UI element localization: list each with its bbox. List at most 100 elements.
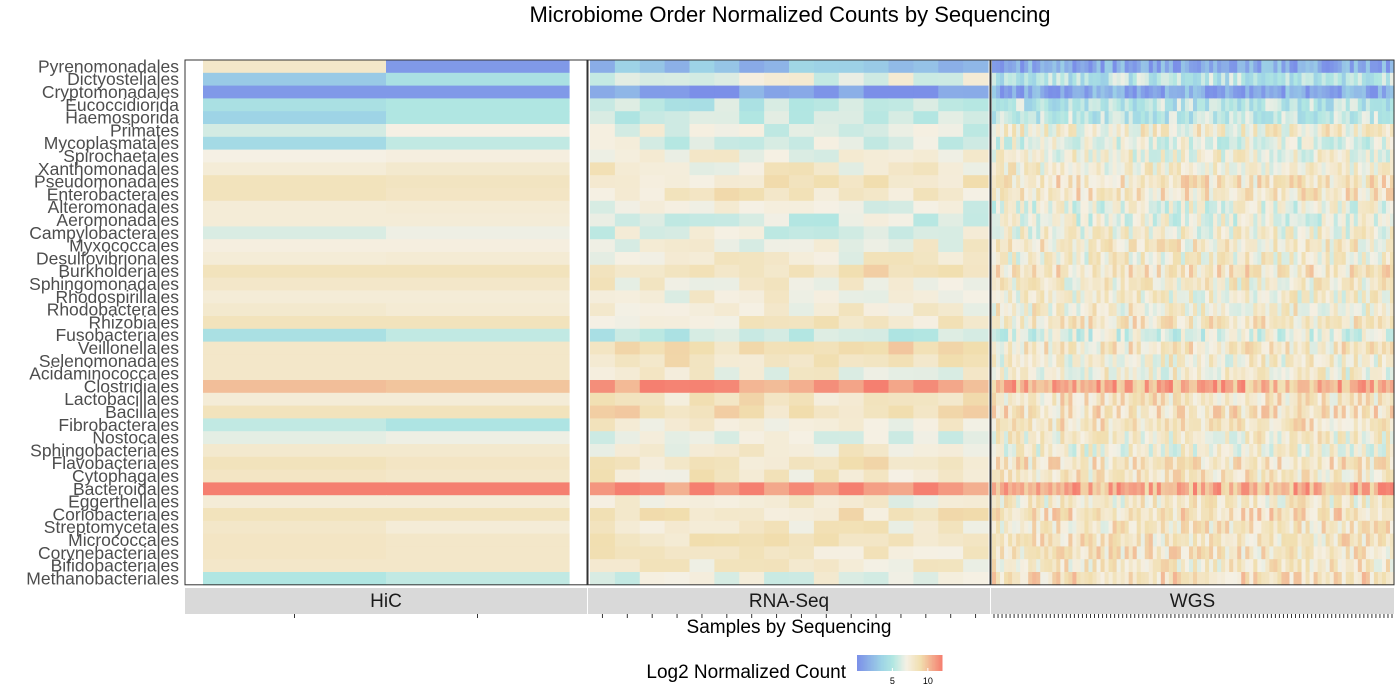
heatmap-cell (996, 316, 1001, 330)
heatmap-cell (1080, 341, 1086, 355)
heatmap-cell (1068, 546, 1073, 560)
heatmap-cell (963, 149, 989, 163)
heatmap-cell (1128, 226, 1134, 240)
heatmap-cell (1233, 405, 1238, 419)
heatmap-cell (1209, 290, 1214, 304)
heatmap-cell (1289, 72, 1295, 86)
heatmap-cell (1108, 316, 1114, 330)
heatmap-cell (1289, 316, 1295, 330)
heatmap-cell (1193, 85, 1198, 99)
heatmap-cell (1293, 277, 1299, 291)
heatmap-cell (1040, 303, 1045, 317)
heatmap-cell (1209, 418, 1214, 432)
heatmap-cell (1132, 559, 1138, 573)
heatmap-cell (1269, 85, 1274, 99)
heatmap-cell (1048, 111, 1053, 125)
heatmap-cell (1040, 188, 1045, 202)
heatmap-cell (1088, 328, 1094, 342)
heatmap-cell (1184, 495, 1190, 509)
heatmap-cell (1369, 111, 1375, 125)
heatmap-cell (1184, 111, 1190, 125)
heatmap-cell (1112, 175, 1118, 189)
heatmap-cell (1044, 239, 1049, 253)
heatmap-cell (1036, 533, 1041, 547)
heatmap-cell (590, 520, 616, 534)
heatmap-cell (1104, 418, 1110, 432)
heatmap-cell (1229, 124, 1234, 138)
heatmap-cell (1004, 239, 1009, 253)
heatmap-cell (838, 495, 865, 509)
heatmap-cell (1136, 482, 1142, 496)
heatmap-cell (1048, 533, 1053, 547)
heatmap-cell (1072, 482, 1078, 496)
heatmap-cell (614, 111, 641, 125)
heatmap-cell (1381, 559, 1387, 573)
heatmap-cell (1032, 367, 1037, 381)
heatmap-cell (1361, 520, 1367, 534)
heatmap-cell (1305, 367, 1311, 381)
heatmap-cell (1261, 290, 1266, 304)
heatmap-cell (1257, 495, 1262, 509)
heatmap-cell (714, 175, 740, 189)
heatmap-cell (1265, 367, 1270, 381)
heatmap-cell (838, 277, 865, 291)
heatmap-cell (1265, 546, 1270, 560)
heatmap-cell (1233, 277, 1238, 291)
heatmap-cell (1365, 405, 1371, 419)
heatmap-cell (1361, 341, 1367, 355)
heatmap-cell (1028, 405, 1033, 419)
heatmap-cell (1317, 188, 1323, 202)
heatmap-cell (1056, 252, 1061, 266)
heatmap-cell (1241, 508, 1246, 522)
heatmap-cell (1120, 328, 1126, 342)
heatmap-cell (888, 354, 914, 368)
heatmap-cell (1180, 239, 1186, 253)
heatmap-cell (1385, 85, 1391, 99)
heatmap-cell (664, 508, 691, 522)
heatmap-cell (1381, 392, 1387, 406)
heatmap-cell (1241, 277, 1246, 291)
heatmap-cell (1044, 290, 1049, 304)
heatmap-cell (1193, 392, 1198, 406)
heatmap-cell (1020, 520, 1025, 534)
heatmap-cell (1237, 200, 1242, 214)
heatmap-cell (1008, 188, 1013, 202)
heatmap-cell (1237, 85, 1242, 99)
heatmap-cell (1148, 316, 1154, 330)
heatmap-cell (1132, 252, 1138, 266)
heatmap-cell (838, 367, 865, 381)
heatmap-cell (1349, 444, 1355, 458)
heatmap-cell (1225, 303, 1230, 317)
heatmap-cell (1188, 380, 1194, 394)
heatmap-cell (1016, 264, 1021, 278)
heatmap-cell (1365, 124, 1371, 138)
heatmap-cell (1193, 559, 1198, 573)
heatmap-cell (1180, 380, 1186, 394)
heatmap-cell (938, 200, 964, 214)
heatmap-cell (1337, 252, 1343, 266)
heatmap-cell (1128, 444, 1134, 458)
heatmap-cell (1144, 444, 1150, 458)
heatmap-cell (1193, 469, 1198, 483)
heatmap-cell (714, 124, 740, 138)
heatmap-cell (1104, 290, 1110, 304)
heatmap-cell (1000, 277, 1005, 291)
heatmap-cell (1028, 520, 1033, 534)
row-label: Sphingomonadales (29, 274, 179, 294)
panel-border (990, 59, 1395, 586)
heatmap-cell (1225, 405, 1230, 419)
heatmap-cell (963, 239, 989, 253)
heatmap-cell (1229, 431, 1234, 445)
heatmap-cell (1241, 252, 1246, 266)
heatmap-cell (1108, 239, 1114, 253)
heatmap-cell (689, 520, 715, 534)
heatmap-cell (1108, 60, 1114, 74)
heatmap-cell (1293, 111, 1299, 125)
heatmap-cell (1064, 482, 1069, 496)
heatmap-cell (1193, 572, 1198, 586)
heatmap-cell (1377, 380, 1383, 394)
heatmap-cell (1385, 546, 1391, 560)
heatmap-cell (1209, 380, 1214, 394)
heatmap-cell (1229, 252, 1234, 266)
heatmap-cell (714, 72, 740, 86)
